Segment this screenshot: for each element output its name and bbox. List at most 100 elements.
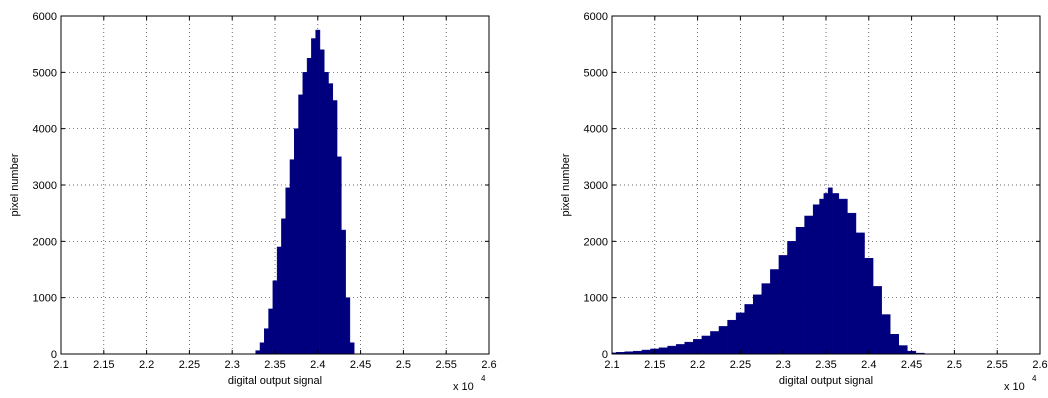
histogram-bar [804, 215, 814, 355]
histogram-bar [306, 58, 312, 355]
x-tick-label: 2.1 [53, 359, 68, 371]
y-tick-label: 0 [602, 349, 608, 361]
histogram-bar [827, 187, 833, 355]
y-tick-label: 2000 [33, 236, 57, 248]
x-tick-label: 2.3 [225, 359, 240, 371]
histogram-bar [701, 335, 711, 355]
x-tick-label: 2.55 [435, 359, 456, 371]
histogram-bar [832, 193, 840, 355]
y-tick-labels: 0 1000 2000 3000 4000 5000 6000 [33, 11, 57, 361]
histogram-bar [336, 156, 342, 355]
y-tick-label: 4000 [584, 124, 608, 136]
y-tick-label: 1000 [33, 293, 57, 305]
x-tick-label: 2.3 [776, 359, 791, 371]
histogram-bar [770, 269, 780, 355]
histogram-bar [667, 345, 677, 355]
y-tick-label: 0 [51, 349, 57, 361]
histogram-bar [823, 193, 829, 355]
histogram-bar [349, 342, 355, 355]
x-axis-multiplier: x 10 [1004, 381, 1025, 393]
histogram-bar [718, 326, 728, 355]
histogram-bar [302, 72, 308, 355]
x-tick-label: 2.4 [861, 359, 876, 371]
x-tick-label: 2.35 [815, 359, 836, 371]
x-tick-label: 2.45 [350, 359, 371, 371]
y-tick-label: 5000 [584, 67, 608, 79]
histogram-bar [298, 94, 304, 355]
y-tick-label: 6000 [584, 11, 608, 23]
histogram-bar [289, 159, 295, 355]
y-tick-label: 3000 [33, 180, 57, 192]
x-tick-label: 2.6 [1032, 359, 1047, 371]
x-tick-label: 2.25 [730, 359, 751, 371]
histogram-bar [259, 342, 265, 355]
histogram-bar [819, 198, 825, 355]
y-axis-label: pixel number [9, 153, 21, 216]
y-tick-label: 2000 [584, 236, 608, 248]
histogram-bar [328, 83, 334, 355]
histogram-bar [812, 204, 820, 355]
histogram-bar [341, 229, 346, 355]
x-tick-labels: 2.1 2.15 2.2 2.25 2.3 2.35 2.4 2.45 2.5 2.55 2.6 [53, 359, 496, 371]
x-axis-multiplier-exponent: 4 [1032, 374, 1037, 383]
histogram-bar [311, 38, 316, 355]
x-tick-label: 2.15 [644, 359, 665, 371]
x-tick-label: 2.4 [310, 359, 325, 371]
histogram-bar [727, 319, 737, 355]
histogram-bar [285, 187, 291, 355]
x-axis-multiplier-exponent: 4 [481, 374, 486, 383]
histogram-bar [315, 29, 321, 355]
histogram-bar [795, 227, 805, 355]
x-tick-label: 2.55 [986, 359, 1007, 371]
axis-ticks [611, 15, 1041, 355]
x-tick-label: 2.5 [396, 359, 411, 371]
y-tick-label: 4000 [33, 124, 57, 136]
x-tick-labels: 2.1 2.15 2.2 2.25 2.3 2.35 2.4 2.45 2.5 2.55 2.6 [604, 359, 1047, 371]
x-tick-label: 2.6 [481, 359, 496, 371]
x-axis-label: digital output signal [779, 375, 873, 387]
y-tick-label: 6000 [33, 11, 57, 23]
histogram-bar [761, 283, 771, 355]
axis-ticks [60, 15, 490, 355]
histogram-left: 2.1 2.15 2.2 2.25 2.3 2.35 2.4 2.45 2.5 2.55 2.6 0… [9, 11, 497, 393]
histogram-bar [641, 349, 651, 355]
histogram-bar [294, 128, 299, 355]
x-tick-label: 2.35 [264, 359, 285, 371]
histogram-bar [323, 72, 329, 355]
histogram-right: 2.1 2.15 2.2 2.25 2.3 2.35 2.4 2.45 2.5 2.55 2.6 0… [560, 11, 1048, 393]
y-tick-label: 5000 [33, 67, 57, 79]
x-tick-label: 2.2 [139, 359, 154, 371]
histogram-bar [281, 218, 286, 355]
histogram-bar [787, 241, 797, 355]
histogram-bar [864, 257, 874, 355]
x-tick-label: 2.2 [690, 359, 705, 371]
y-tick-label: 3000 [584, 180, 608, 192]
x-axis-multiplier: x 10 [453, 381, 474, 393]
histogram-bar [710, 331, 720, 355]
histogram-bar [272, 280, 278, 355]
histogram-bar [264, 328, 269, 355]
x-tick-label: 2.25 [179, 359, 200, 371]
histogram-bar [855, 232, 865, 355]
histogram-bar [255, 350, 261, 355]
histogram-bar [752, 294, 763, 355]
histogram-bar [658, 347, 668, 355]
y-axis-label: pixel number [560, 153, 572, 216]
histogram-bar [276, 246, 282, 355]
y-tick-label: 1000 [584, 293, 608, 305]
grid-lines [61, 16, 489, 354]
histogram-bar [838, 198, 848, 355]
histogram-bar [675, 344, 686, 355]
histogram-bars [255, 29, 355, 355]
histogram-bar [898, 345, 908, 355]
histogram-bar [744, 304, 754, 355]
histogram-bar [847, 212, 857, 355]
histogram-bar [319, 49, 325, 355]
grid-lines [612, 16, 1040, 354]
x-tick-label: 2.1 [604, 359, 619, 371]
histogram-bar [889, 334, 900, 355]
x-tick-label: 2.45 [901, 359, 922, 371]
histogram-bar [881, 314, 891, 355]
histogram-bar [345, 297, 351, 355]
